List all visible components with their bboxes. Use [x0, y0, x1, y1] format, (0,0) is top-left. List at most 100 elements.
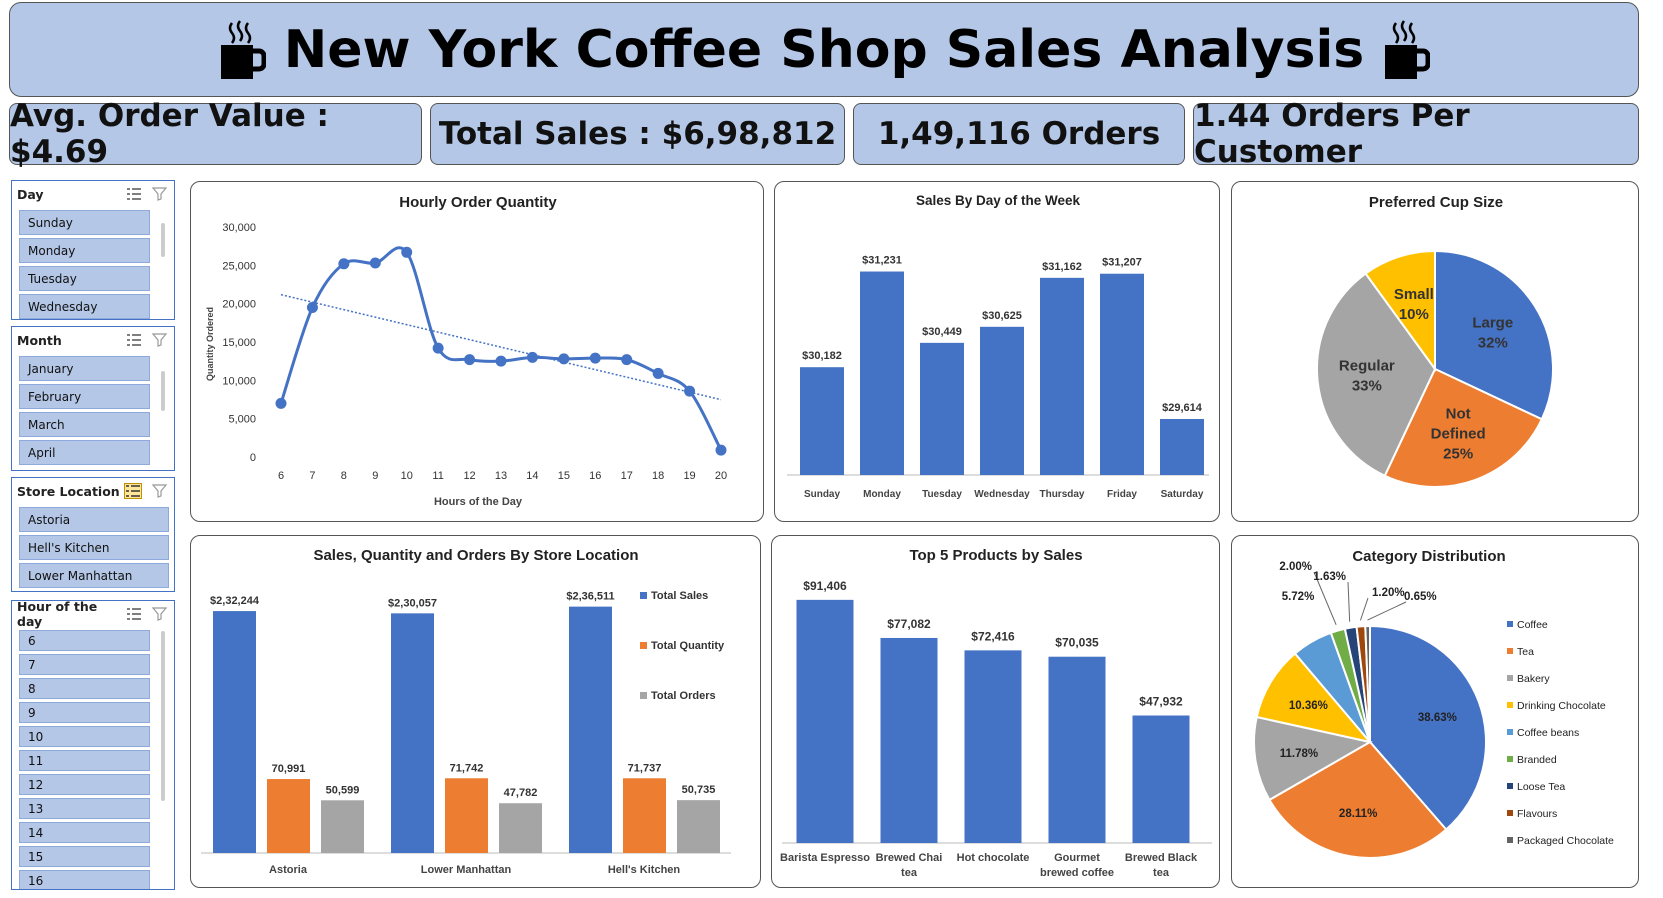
bar [445, 778, 488, 853]
pie-slice [1255, 652, 1373, 744]
dashboard-title-bar: New York Coffee Shop Sales Analysis [9, 2, 1639, 97]
pie-slice [1434, 249, 1554, 421]
legend-swatch [1507, 675, 1513, 681]
category-distribution-chart: Category Distribution 38.63% 28.11% 11.78% 1… [1253, 548, 1614, 859]
legend-label: Branded [1517, 754, 1557, 766]
slicer-title: Month [17, 332, 62, 348]
slicer-item-hour[interactable]: 15 [19, 846, 150, 867]
slicer-item-hour[interactable]: 13 [19, 798, 150, 819]
slicer-day[interactable]: Day Sunday Monday Tuesday Wednesday [11, 180, 175, 320]
slicer-hour-of-day[interactable]: Hour of the day 6 7 8 9 10 11 12 13 14 1… [11, 600, 175, 890]
slicer-item-month[interactable]: February [19, 384, 150, 409]
slicer-item-month[interactable]: March [19, 412, 150, 437]
slicer-item-day[interactable]: Monday [19, 238, 150, 263]
clear-filter-icon[interactable] [152, 187, 168, 201]
legend-label: Flavours [1517, 808, 1557, 820]
slicer-item-hour[interactable]: 11 [19, 750, 150, 771]
bar [796, 599, 854, 843]
slicer-item-day[interactable]: Sunday [19, 210, 150, 235]
slicer-item-hour[interactable]: 16 [19, 870, 150, 889]
slicer-item-store[interactable]: Hell's Kitchen [19, 535, 169, 560]
data-label: 11.78% [1280, 748, 1318, 760]
data-point [369, 257, 381, 269]
slicer-item-day[interactable]: Tuesday [19, 266, 150, 291]
multi-select-icon[interactable] [126, 333, 142, 347]
coffee-cup-icon [220, 19, 266, 79]
slicer-item-hour[interactable]: 9 [19, 702, 150, 723]
pie-slice [1369, 624, 1487, 831]
legend-swatch [1507, 729, 1513, 735]
panel-sales-by-day: Sales By Day of the Week $30,182 Sunday $31… [774, 181, 1220, 522]
slicer-store-location[interactable]: Store Location Astoria Hell's Kitchen Lo… [11, 477, 175, 592]
data-label: 50,735 [682, 784, 716, 796]
hourly-order-chart: Hourly Order Quantity 0 5,000 10,000 15,000 2… [205, 194, 727, 508]
category-label: Brewed Chai [876, 852, 943, 864]
slicer-item-hour[interactable]: 7 [19, 654, 150, 675]
legend-swatch [640, 692, 647, 699]
x-tick-label: 12 [463, 470, 475, 482]
data-label: 28.11% [1339, 808, 1377, 820]
clear-filter-icon[interactable] [152, 333, 168, 347]
data-label: $31,231 [862, 255, 902, 267]
top-products-chart: Top 5 Products by Sales $91,406 Barista Es… [780, 547, 1212, 879]
slicer-scrollbar[interactable] [161, 631, 165, 801]
slicer-item-hour[interactable]: 6 [19, 630, 150, 651]
store-location-chart: Sales, Quantity and Orders By Store Loca… [201, 547, 731, 876]
y-tick-label: 30,000 [222, 222, 256, 234]
slicer-item-store[interactable]: Astoria [19, 507, 169, 532]
x-tick-label: 13 [495, 470, 507, 482]
slicer-item-month[interactable]: April [19, 440, 150, 465]
slicer-month[interactable]: Month January February March April [11, 326, 175, 471]
pie-slice [1364, 249, 1436, 373]
sales-by-day-chart: Sales By Day of the Week $30,182 Sunday $31… [787, 193, 1209, 500]
legend-swatch [1507, 756, 1513, 762]
category-label: Brewed Black [1125, 852, 1198, 864]
multi-select-icon[interactable] [126, 187, 142, 201]
x-tick-label: 9 [372, 470, 378, 482]
legend-label: Loose Tea [1517, 781, 1565, 793]
slice-name: Defined [1431, 425, 1486, 442]
multi-select-icon[interactable] [126, 607, 142, 621]
y-axis-label: Quantity Ordered [205, 307, 215, 381]
data-label: 10.36% [1289, 700, 1328, 712]
slicer-scrollbar[interactable] [161, 223, 165, 257]
bar [1048, 656, 1106, 843]
pie-slice [1383, 367, 1544, 488]
legend-swatch [1507, 783, 1513, 789]
kpi-orders-per-customer: 1.44 Orders Per Customer [1193, 98, 1639, 170]
data-label: 70,991 [272, 763, 306, 775]
category-label: Monday [863, 489, 901, 500]
slicer-item-hour[interactable]: 8 [19, 678, 150, 699]
x-tick-label: 14 [526, 470, 538, 482]
slicer-title: Store Location [17, 483, 120, 499]
data-point [652, 367, 664, 379]
legend-swatch [1507, 810, 1513, 816]
slicer-item-day[interactable]: Wednesday [19, 294, 150, 319]
slicer-scrollbar[interactable] [161, 371, 165, 411]
data-label: $30,449 [922, 326, 962, 338]
slicer-item-store[interactable]: Lower Manhattan [19, 563, 169, 588]
category-label: Thursday [1039, 489, 1084, 500]
multi-select-icon[interactable] [124, 483, 142, 499]
data-label: 1.63% [1313, 571, 1346, 583]
slicer-item-hour[interactable]: 12 [19, 774, 150, 795]
x-tick-label: 11 [432, 470, 443, 482]
clear-filter-icon[interactable] [152, 484, 168, 498]
slicer-item-hour[interactable]: 14 [19, 822, 150, 843]
x-tick-label: 16 [589, 470, 601, 482]
clear-filter-icon[interactable] [152, 607, 168, 621]
slicer-item-month[interactable]: January [19, 356, 150, 381]
data-point [621, 354, 633, 366]
data-label: 25% [1443, 445, 1473, 462]
chart-title: Preferred Cup Size [1369, 194, 1503, 211]
leader-line [1313, 571, 1337, 625]
data-label: $2,30,057 [388, 597, 437, 609]
pie-slice [1364, 624, 1371, 743]
pie-slice [1316, 272, 1437, 478]
slicer-item-hour[interactable]: 10 [19, 726, 150, 747]
bar [980, 326, 1024, 475]
cup-size-chart: Preferred Cup Size Large 32% Not Defined 25% R… [1316, 194, 1554, 488]
slice-name: Not [1446, 405, 1471, 422]
data-point [338, 258, 350, 270]
x-tick-label: 10 [401, 470, 413, 482]
